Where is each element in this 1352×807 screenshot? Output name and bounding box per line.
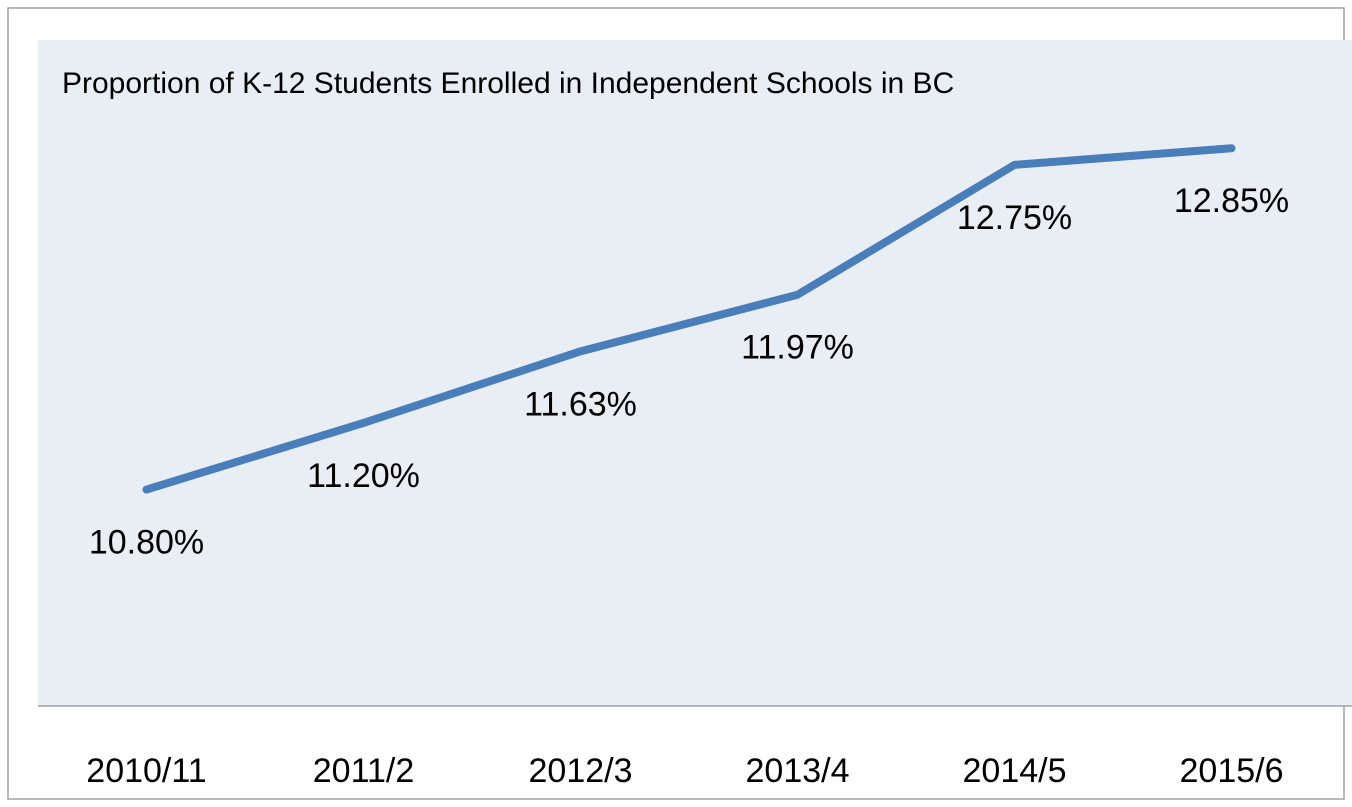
plot-area [38,40,1352,706]
x-tick-label: 2013/4 [746,752,850,790]
x-tick-label: 2010/11 [86,752,206,790]
data-label: 11.97% [741,329,854,367]
x-tick-label: 2014/5 [963,752,1067,790]
data-line [142,144,1236,494]
x-tick-label: 2015/6 [1180,752,1284,790]
data-label: 12.85% [1174,182,1289,220]
data-label: 11.63% [524,385,637,423]
x-tick-label: 2011/2 [313,752,414,790]
data-label: 12.75% [957,199,1072,237]
data-label: 11.20% [307,457,420,495]
data-label: 10.80% [89,524,204,562]
chart-title: Proportion of K-12 Students Enrolled in … [62,67,954,100]
x-tick-label: 2012/3 [529,752,633,790]
